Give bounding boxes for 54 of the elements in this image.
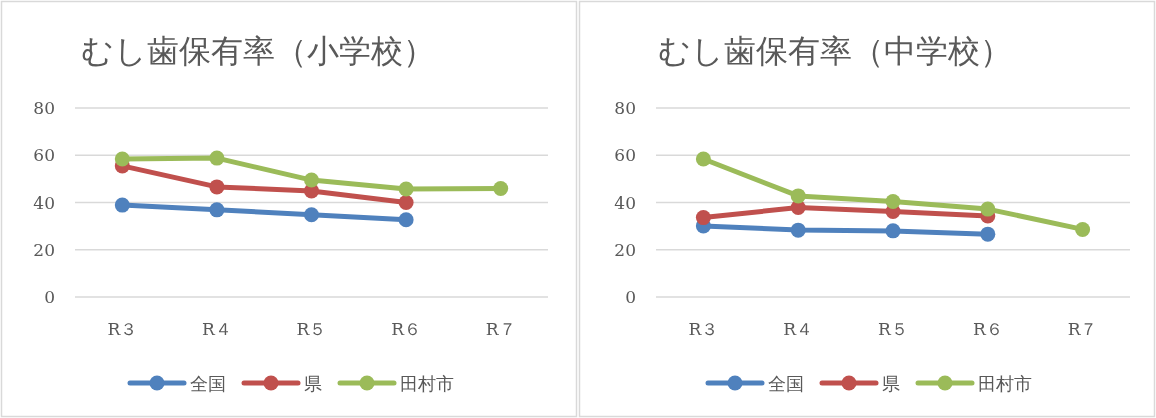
legend-label: 全国 (190, 373, 226, 394)
y-tick-label: 0 (625, 287, 636, 307)
y-tick-label: 20 (614, 239, 636, 260)
title: むし歯保有率（小学校） (81, 32, 435, 70)
x-tick-label: R３ (107, 319, 138, 339)
point (209, 179, 225, 195)
point (695, 151, 711, 167)
legend-label: 田村市 (400, 373, 454, 394)
y-tick-label: 60 (33, 145, 55, 166)
legend-label: 県 (882, 373, 900, 394)
legend-label: 全国 (768, 373, 804, 394)
point (790, 222, 806, 238)
legend-item: 県 (241, 373, 322, 394)
point (398, 212, 414, 228)
point (885, 223, 901, 239)
point (114, 151, 130, 167)
x-tick-label: R４ (783, 319, 814, 339)
x-tick-label: R５ (296, 319, 327, 339)
y-tick-label: 40 (33, 192, 55, 213)
x-tick-label: R７ (1067, 319, 1098, 339)
legend-label: 田村市 (978, 373, 1032, 394)
point (885, 194, 901, 210)
point (209, 202, 225, 218)
point (695, 210, 711, 226)
x-tick-label: R６ (391, 319, 422, 339)
y-tick-label: 0 (44, 287, 55, 307)
y-tick-label: 60 (614, 145, 636, 166)
legend-item: 全国 (127, 373, 226, 394)
point (493, 181, 509, 197)
point (980, 201, 996, 217)
point (114, 197, 130, 213)
point (209, 150, 225, 166)
point (980, 226, 996, 242)
legend-item: 全国 (705, 373, 804, 394)
legend-label: 県 (304, 373, 322, 394)
legend-item: 田村市 (915, 373, 1032, 394)
x-tick-label: R４ (201, 319, 232, 339)
y-tick-label: 80 (33, 98, 55, 118)
x-tick-label: R７ (485, 319, 516, 339)
y-tick-label: 20 (33, 239, 55, 260)
legend-item: 田村市 (337, 373, 454, 394)
legend-item: 県 (819, 373, 900, 394)
point (304, 207, 319, 223)
point (304, 172, 319, 188)
x-tick-label: R３ (688, 319, 719, 339)
x-tick-label: R６ (972, 319, 1003, 339)
point (398, 195, 414, 210)
point (790, 188, 806, 204)
y-tick-label: 80 (614, 98, 636, 118)
y-tick-label: 40 (614, 192, 636, 213)
point (398, 181, 414, 197)
x-tick-label: R５ (878, 319, 908, 339)
title: むし歯保有率（中学校） (658, 32, 1012, 70)
point (1075, 221, 1091, 237)
